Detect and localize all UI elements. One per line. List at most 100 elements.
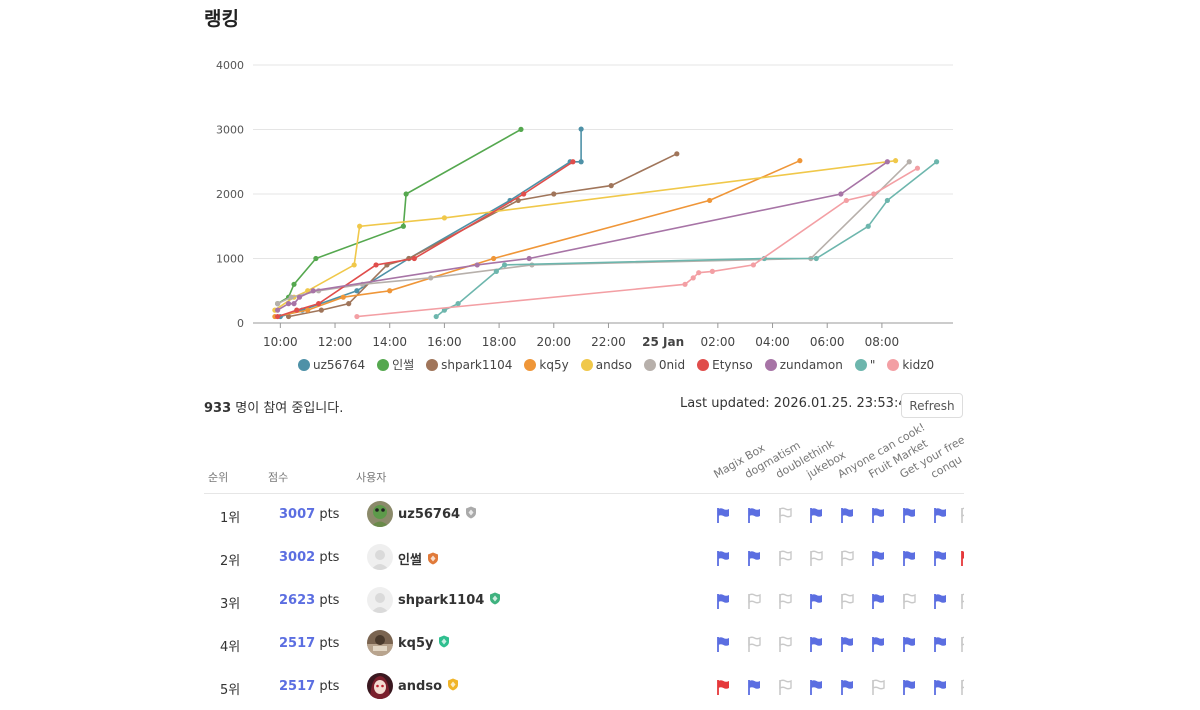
rank-label: 2위 — [220, 554, 241, 569]
legend-item[interactable]: zundamon — [764, 357, 843, 372]
data-point — [515, 197, 521, 204]
frog-avatar-icon[interactable] — [367, 501, 393, 527]
rank-label: 3위 — [220, 597, 241, 612]
header-rank: 순위 — [208, 471, 229, 484]
page-title: 랭킹 — [204, 8, 239, 30]
legend-item[interactable]: " — [854, 358, 875, 372]
username[interactable]: andso — [398, 678, 459, 695]
x-tick-label: 12:00 — [318, 335, 353, 349]
x-tick-label: 02:00 — [701, 335, 736, 349]
participant-count: 933 명이 참여 중입니다. — [204, 397, 343, 416]
solved-flag-icon — [933, 507, 947, 523]
username[interactable]: 인썰 — [398, 549, 439, 569]
table-row[interactable]: 4위 2517 pts kq5y — [204, 623, 964, 666]
score: 2517 pts — [279, 636, 339, 651]
data-point — [491, 255, 497, 262]
score-unit: pts — [315, 550, 340, 565]
legend-item[interactable]: andso — [580, 358, 632, 372]
data-point — [291, 281, 297, 287]
solved-flag-icon — [902, 679, 916, 695]
username[interactable]: uz56764 — [398, 506, 477, 523]
x-tick-label: 10:00 — [263, 335, 298, 349]
solved-flag-icon — [840, 679, 854, 695]
solved-flag-icon — [933, 679, 947, 695]
tier-badge-icon — [465, 506, 477, 523]
legend-item[interactable]: kidz0 — [887, 358, 934, 372]
data-point — [354, 288, 360, 294]
first-blood-flag-icon — [716, 679, 730, 695]
data-point — [551, 191, 557, 197]
score-value: 2517 — [279, 636, 316, 651]
legend-item[interactable]: uz56764 — [298, 358, 365, 372]
score: 3002 pts — [279, 550, 339, 565]
data-point — [843, 197, 849, 204]
x-tick-label: 25 Jan — [642, 335, 684, 349]
data-point — [696, 270, 702, 276]
solved-flag-icon — [902, 507, 916, 523]
header-score: 점수 — [268, 471, 289, 484]
legend-color-dot — [697, 358, 710, 371]
table-row[interactable]: 3위 2623 pts shpark1104 — [204, 580, 964, 623]
legend-item[interactable]: Etynso — [697, 358, 753, 372]
solved-flag-icon — [840, 507, 854, 523]
data-point — [318, 307, 324, 313]
x-tick-label: 14:00 — [372, 335, 407, 349]
legend-color-dot — [377, 358, 390, 371]
solved-flag-icon — [933, 550, 947, 566]
data-point — [275, 301, 281, 307]
data-point — [526, 255, 532, 262]
username-text[interactable]: shpark1104 — [398, 593, 485, 608]
first-blood-flag-icon — [960, 550, 964, 566]
solved-flag-icon — [871, 550, 885, 566]
legend-item[interactable]: 0nid — [643, 358, 685, 372]
data-point — [351, 262, 357, 268]
legend-item[interactable]: shpark1104 — [426, 358, 512, 372]
username-text[interactable]: 인썰 — [398, 553, 422, 568]
data-point — [275, 307, 281, 313]
flag-outline-icon — [840, 593, 854, 609]
flag-outline-icon — [960, 679, 964, 695]
solved-flag-icon — [871, 593, 885, 609]
legend-item[interactable]: 인썰 — [377, 356, 414, 373]
solved-flag-icon — [716, 507, 730, 523]
username[interactable]: shpark1104 — [398, 592, 501, 609]
table-row[interactable]: 1위 3007 pts uz56764 — [204, 494, 964, 537]
score-unit: pts — [315, 593, 340, 608]
solved-flag-icon — [933, 593, 947, 609]
legend-color-dot — [580, 358, 593, 371]
username[interactable]: kq5y — [398, 635, 450, 652]
challenge-flags — [204, 623, 964, 666]
score: 2623 pts — [279, 593, 339, 608]
rank-label: 4위 — [220, 640, 241, 655]
data-point — [813, 255, 819, 262]
data-point — [441, 215, 448, 221]
data-point — [690, 275, 696, 281]
default-avatar-icon[interactable] — [367, 587, 393, 613]
solved-flag-icon — [871, 507, 885, 523]
tier-badge-icon — [447, 678, 459, 695]
y-tick-label: 2000 — [216, 188, 244, 201]
legend-item[interactable]: kq5y — [524, 358, 569, 372]
table-row[interactable]: 2위 3002 pts 인썰 — [204, 537, 964, 580]
data-point — [797, 158, 803, 164]
username-text[interactable]: kq5y — [398, 636, 434, 651]
username-text[interactable]: andso — [398, 679, 443, 694]
anime-avatar-icon[interactable] — [367, 673, 393, 699]
flag-outline-icon — [778, 550, 792, 566]
y-tick-label: 4000 — [216, 59, 244, 72]
x-tick-label: 22:00 — [591, 335, 626, 349]
data-point — [914, 165, 921, 171]
x-tick-label: 18:00 — [482, 335, 517, 349]
default-avatar-icon[interactable] — [367, 544, 393, 570]
username-text[interactable]: uz56764 — [398, 507, 461, 522]
legend-label: zundamon — [779, 357, 843, 372]
refresh-button[interactable]: Refresh — [901, 393, 963, 418]
solved-flag-icon — [902, 636, 916, 652]
photo-avatar-icon[interactable] — [367, 630, 393, 656]
data-point — [428, 275, 434, 281]
flag-outline-icon — [747, 593, 761, 609]
tier-badge-icon — [427, 552, 439, 569]
table-row[interactable]: 5위 2517 pts andso — [204, 666, 964, 709]
flag-outline-icon — [871, 679, 885, 695]
score-unit: pts — [315, 507, 340, 522]
